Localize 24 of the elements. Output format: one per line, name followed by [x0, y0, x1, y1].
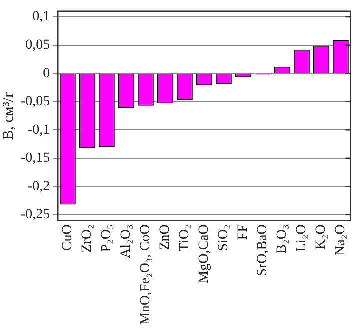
x-tick-label: ZnO	[158, 224, 174, 250]
y-tick-label: -0,1	[28, 122, 50, 138]
y-tick-label: -0,2	[28, 179, 50, 194]
x-tick-label: SiO₂	[216, 224, 232, 252]
y-tick-label: 0,05	[26, 38, 50, 53]
y-tick-label: -0,25	[20, 208, 50, 223]
x-tick-label: MnO,Fe₂O₃, CoO	[138, 224, 154, 326]
x-tick-label: ZrO₂	[80, 224, 96, 253]
x-tick-label: MgO,CaO	[197, 224, 212, 284]
x-tick-label: CuO	[60, 224, 76, 252]
x-tick-label: Na₂O	[334, 224, 349, 256]
x-tick-label: FF	[236, 224, 252, 240]
x-tick-label: SrO,BaO	[256, 224, 271, 276]
x-tick-label: B₂O₃	[275, 224, 290, 254]
x-tick-label: TiO₂	[178, 224, 193, 252]
x-tick-label: K₂O	[314, 224, 330, 250]
x-tick-label: P₂O₅	[100, 224, 115, 252]
y-tick-label: 0	[43, 66, 50, 82]
y-tick-label: -0,05	[20, 94, 50, 110]
x-tick-label: Al₂O₃	[119, 224, 134, 258]
y-axis-title: В, см³/г	[0, 92, 17, 140]
x-tick-label: Li₂O	[294, 224, 310, 252]
y-tick-label: 0,1	[32, 10, 50, 25]
y-tick-label: -0,15	[20, 151, 50, 166]
